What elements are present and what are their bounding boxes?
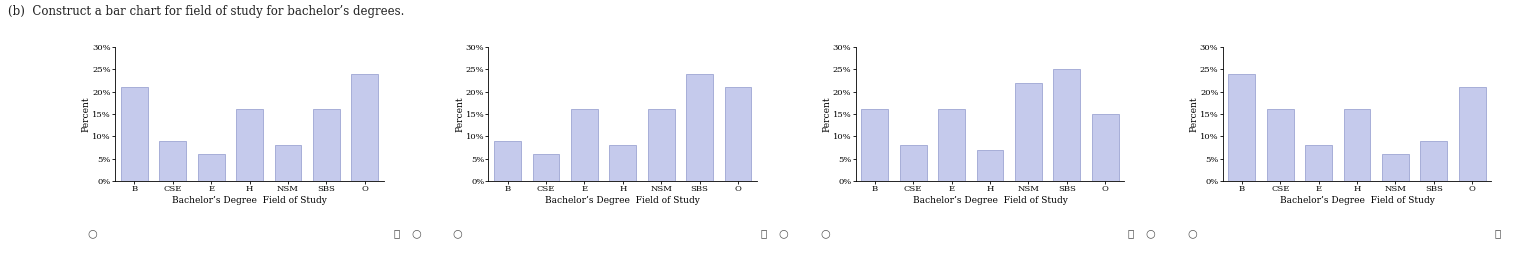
Text: ○: ○ [412, 228, 421, 238]
Bar [533, 154, 559, 181]
Text: ⓘ: ⓘ [1495, 228, 1501, 238]
X-axis label: Bachelor’s Degree  Field of Study: Bachelor’s Degree Field of Study [912, 196, 1068, 205]
Text: ⓘ: ⓘ [393, 228, 399, 238]
Bar [1306, 145, 1332, 181]
Bar [977, 150, 1003, 181]
Y-axis label: Percent: Percent [1189, 96, 1198, 132]
Bar [198, 154, 224, 181]
Bar [900, 145, 926, 181]
Text: ○: ○ [779, 228, 788, 238]
Bar [648, 110, 674, 181]
Bar [1054, 69, 1080, 181]
Bar [862, 110, 888, 181]
Bar [160, 141, 186, 181]
Bar [571, 110, 598, 181]
X-axis label: Bachelor’s Degree  Field of Study: Bachelor’s Degree Field of Study [1279, 196, 1435, 205]
Text: ○: ○ [820, 228, 829, 238]
Text: ○: ○ [88, 228, 97, 238]
Y-axis label: Percent: Percent [822, 96, 831, 132]
Bar [687, 74, 713, 181]
X-axis label: Bachelor’s Degree  Field of Study: Bachelor’s Degree Field of Study [545, 196, 700, 205]
Bar [1229, 74, 1255, 181]
Bar [121, 87, 147, 181]
Text: ○: ○ [1146, 228, 1155, 238]
Bar [352, 74, 378, 181]
Bar [1015, 83, 1041, 181]
Bar [275, 145, 301, 181]
Bar [938, 110, 965, 181]
Bar [495, 141, 521, 181]
Bar [725, 87, 751, 181]
Bar [1344, 110, 1370, 181]
Bar [237, 110, 263, 181]
Bar [1092, 114, 1118, 181]
Bar [1459, 87, 1485, 181]
Text: ⓘ: ⓘ [1127, 228, 1134, 238]
Bar [1267, 110, 1293, 181]
Bar [313, 110, 339, 181]
Bar [1382, 154, 1409, 181]
Y-axis label: Percent: Percent [455, 96, 464, 132]
Text: (b)  Construct a bar chart for field of study for bachelor’s degrees.: (b) Construct a bar chart for field of s… [8, 5, 404, 18]
Text: ○: ○ [453, 228, 462, 238]
Text: ○: ○ [1187, 228, 1197, 238]
X-axis label: Bachelor’s Degree  Field of Study: Bachelor’s Degree Field of Study [172, 196, 327, 205]
Bar [1421, 141, 1447, 181]
Y-axis label: Percent: Percent [81, 96, 91, 132]
Text: ⓘ: ⓘ [760, 228, 766, 238]
Bar [610, 145, 636, 181]
